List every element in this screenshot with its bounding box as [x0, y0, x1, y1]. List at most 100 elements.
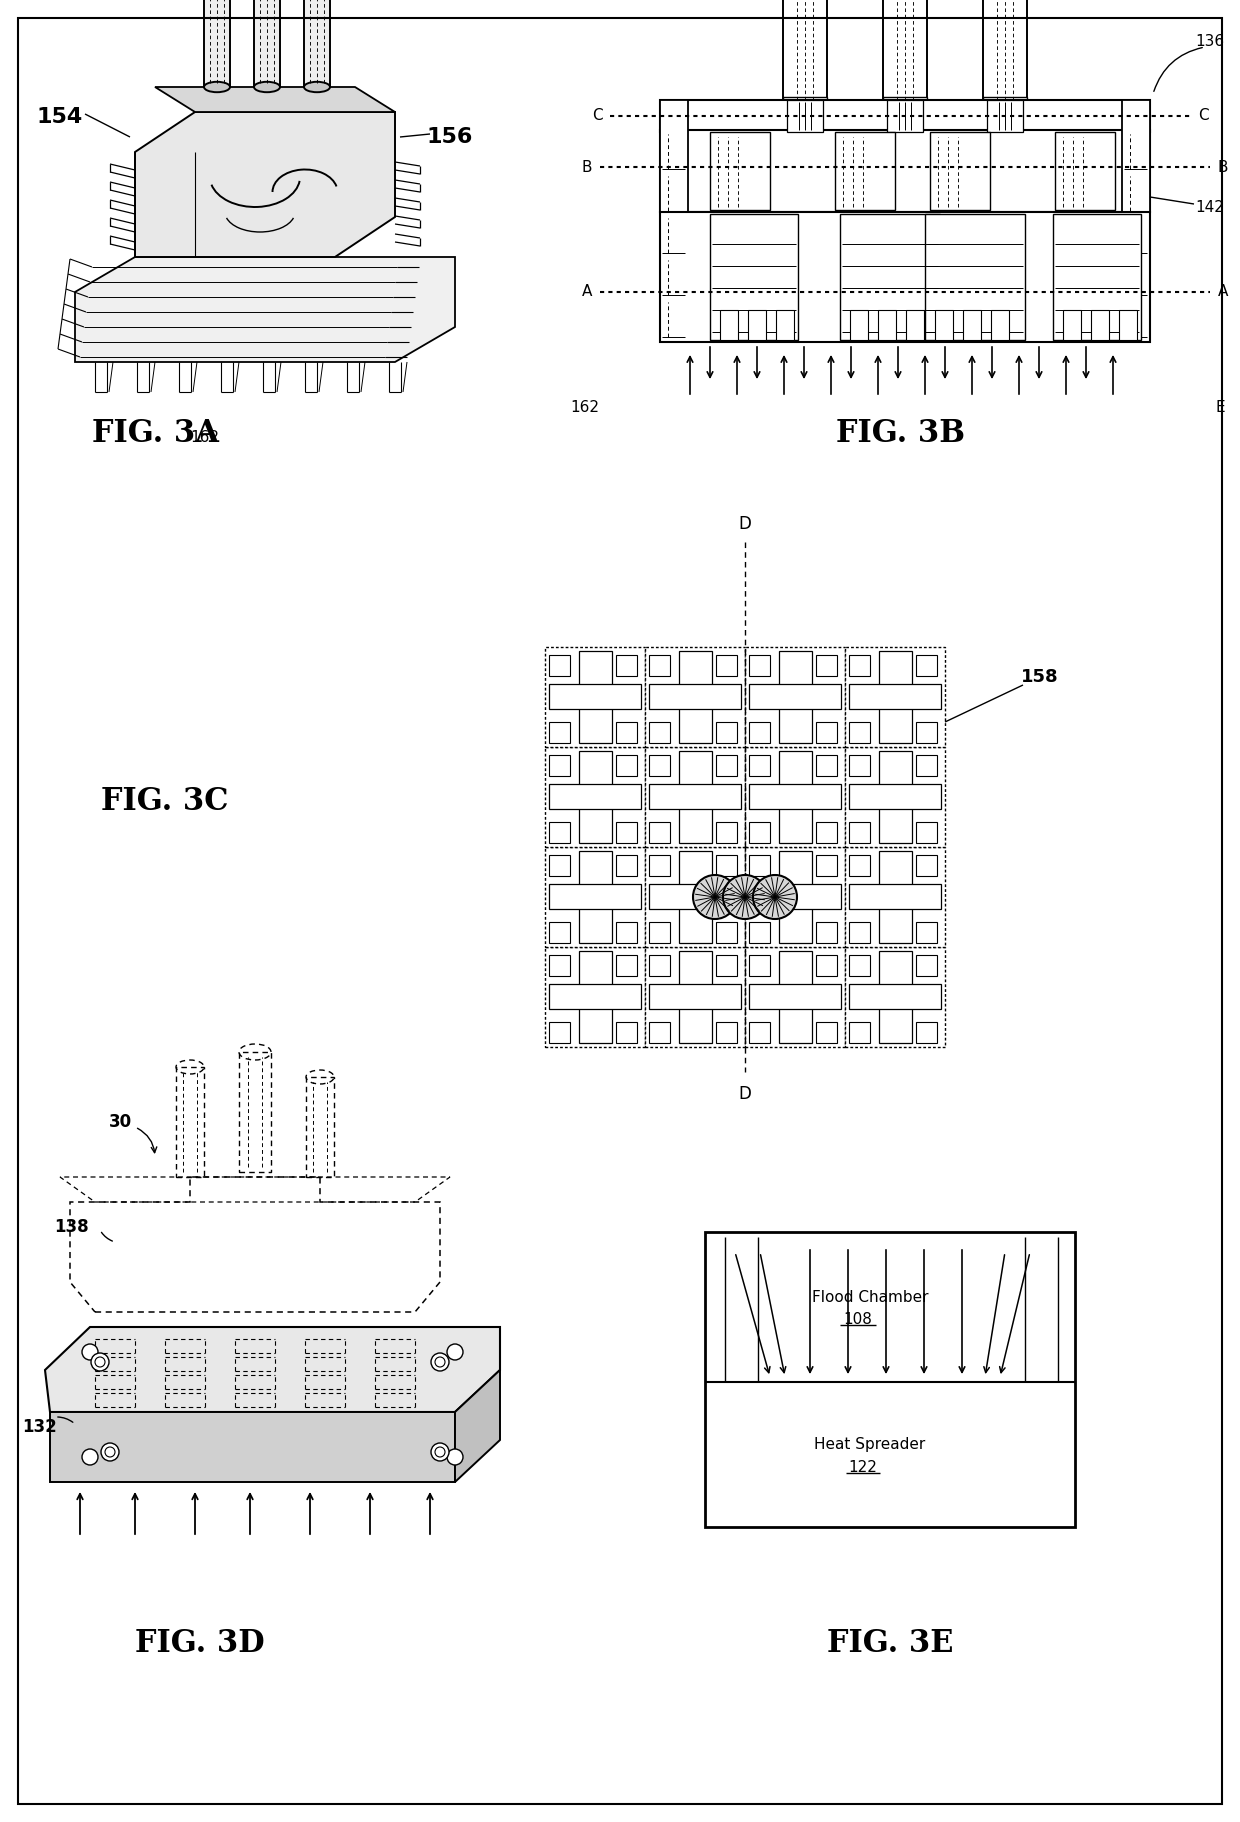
Circle shape [446, 1448, 463, 1465]
Bar [879, 851, 911, 944]
Bar [816, 654, 837, 676]
Bar [835, 131, 895, 210]
Bar [649, 984, 742, 1009]
Bar [749, 955, 770, 977]
Bar [660, 100, 688, 343]
Bar [816, 855, 837, 876]
Bar [749, 754, 770, 776]
Bar [787, 100, 823, 131]
Bar [916, 822, 937, 844]
Bar [745, 947, 844, 1048]
Ellipse shape [304, 82, 330, 93]
Text: FIG. 3B: FIG. 3B [836, 419, 965, 450]
Polygon shape [455, 1370, 500, 1481]
Bar [616, 822, 637, 844]
Bar [745, 647, 844, 747]
Bar [844, 947, 945, 1048]
Bar [239, 1051, 272, 1172]
Text: D: D [739, 516, 751, 534]
Bar [816, 822, 837, 844]
Bar [839, 213, 940, 341]
Bar [549, 1022, 570, 1042]
Text: 154: 154 [37, 107, 83, 128]
Bar [749, 654, 770, 676]
Bar [706, 1232, 1075, 1527]
Bar [849, 955, 870, 977]
Text: 142: 142 [1195, 199, 1224, 215]
Text: FIG. 3D: FIG. 3D [135, 1629, 265, 1660]
Circle shape [432, 1443, 449, 1461]
Bar [649, 1022, 670, 1042]
Bar [849, 884, 941, 909]
Bar [878, 310, 897, 341]
Bar [649, 955, 670, 977]
Bar [849, 822, 870, 844]
Circle shape [435, 1447, 445, 1458]
Bar [749, 783, 841, 809]
Circle shape [432, 1354, 449, 1370]
Bar [916, 654, 937, 676]
Text: A: A [582, 284, 593, 299]
Bar [680, 650, 712, 743]
Bar [715, 722, 737, 743]
Text: B: B [582, 160, 593, 175]
Bar [549, 922, 570, 944]
Text: B: B [1218, 160, 1229, 175]
Bar [749, 884, 841, 909]
Bar [963, 310, 981, 341]
Bar [749, 922, 770, 944]
Text: 122: 122 [848, 1459, 878, 1474]
Bar [549, 822, 570, 844]
Bar [816, 754, 837, 776]
Text: FIG. 3E: FIG. 3E [827, 1629, 954, 1660]
Circle shape [82, 1448, 98, 1465]
Bar [616, 955, 637, 977]
Bar [749, 683, 841, 709]
Bar [1055, 131, 1115, 210]
Bar [782, 97, 827, 111]
Bar [715, 922, 737, 944]
Bar [779, 951, 812, 1042]
Text: C: C [591, 109, 603, 124]
Bar [879, 650, 911, 743]
Bar [1063, 310, 1081, 341]
Bar [680, 951, 712, 1042]
Bar [549, 683, 641, 709]
Text: Heat Spreader: Heat Spreader [815, 1438, 925, 1452]
Bar [660, 100, 1149, 131]
Text: C: C [1198, 109, 1208, 124]
Bar [935, 310, 954, 341]
Bar [906, 310, 924, 341]
Bar [616, 855, 637, 876]
Bar [579, 851, 613, 944]
Bar [849, 310, 868, 341]
Bar [849, 722, 870, 743]
Bar [680, 751, 712, 844]
Bar [1053, 213, 1141, 341]
Bar [1118, 310, 1137, 341]
Bar [579, 951, 613, 1042]
Bar [916, 754, 937, 776]
Bar [816, 955, 837, 977]
Text: D: D [739, 1084, 751, 1102]
Bar [649, 822, 670, 844]
Bar [749, 1022, 770, 1042]
Bar [779, 650, 812, 743]
Bar [816, 722, 837, 743]
Bar [749, 855, 770, 876]
Circle shape [753, 875, 797, 918]
Bar [649, 884, 742, 909]
Bar [849, 783, 941, 809]
Bar [579, 751, 613, 844]
Text: 162: 162 [191, 430, 219, 445]
Bar [546, 747, 645, 847]
Text: 132: 132 [22, 1418, 57, 1436]
Bar [649, 783, 742, 809]
Text: 138: 138 [55, 1217, 89, 1235]
Text: E: E [1215, 399, 1225, 414]
Bar [749, 722, 770, 743]
Bar [645, 747, 745, 847]
Text: FIG. 3C: FIG. 3C [102, 787, 228, 818]
Bar [983, 0, 1027, 102]
Bar [660, 129, 1149, 211]
